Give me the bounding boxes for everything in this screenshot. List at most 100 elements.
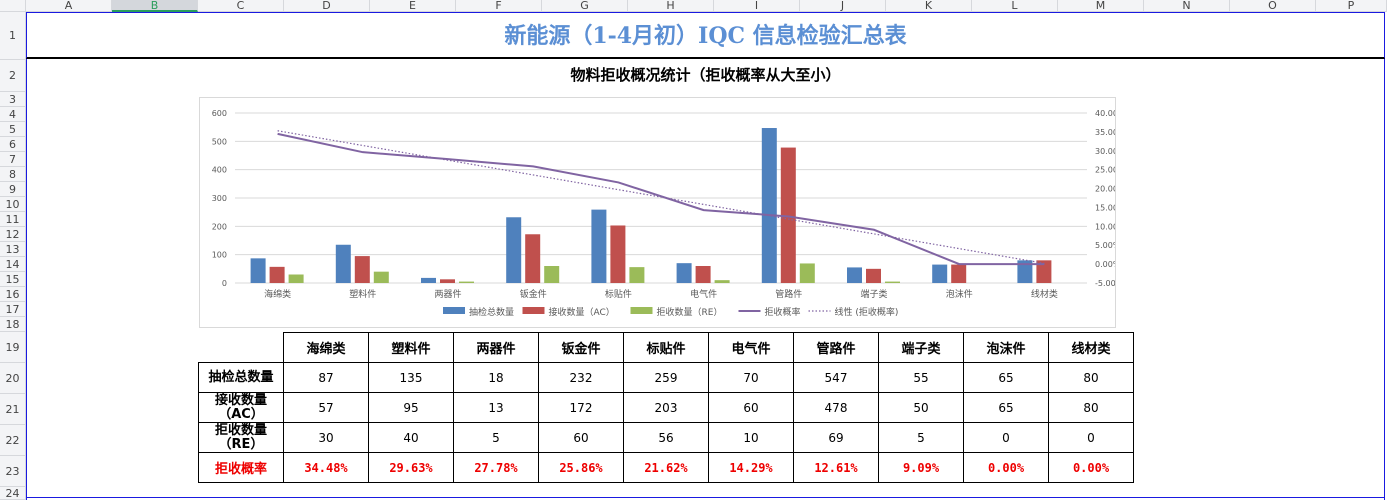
value-cell[interactable]: 21.62% — [623, 452, 709, 483]
value-cell[interactable]: 65 — [963, 362, 1049, 393]
column-header-K[interactable]: K — [886, 0, 972, 12]
value-cell[interactable]: 0 — [963, 422, 1049, 453]
row-header-18[interactable]: 18 — [0, 317, 26, 332]
row-header-15[interactable]: 15 — [0, 272, 26, 287]
value-cell[interactable]: 10 — [708, 422, 794, 453]
column-header-H[interactable]: H — [628, 0, 714, 12]
column-header-cell[interactable]: 泡沫件 — [963, 332, 1049, 363]
chart-subtitle[interactable]: 物料拒收概况统计（拒收概率从大至小） — [570, 66, 841, 84]
value-cell[interactable]: 13 — [453, 392, 539, 423]
value-cell[interactable]: 18 — [453, 362, 539, 393]
row-label-cell[interactable]: 拒收概率 — [198, 452, 284, 483]
value-cell[interactable]: 29.63% — [368, 452, 454, 483]
combo-chart[interactable]: 0 100 200 300 400 500 600 -5.00% 0.00% 5.00% 10.00… — [199, 97, 1126, 328]
empty-cell[interactable] — [199, 333, 284, 363]
row-header-20[interactable]: 20 — [0, 363, 26, 394]
row-header-3[interactable]: 3 — [0, 92, 26, 107]
value-cell[interactable]: 70 — [708, 362, 794, 393]
value-cell[interactable]: 14.29% — [708, 452, 794, 483]
column-header-B[interactable]: B — [112, 0, 198, 12]
row-header-8[interactable]: 8 — [0, 167, 26, 182]
column-header-L[interactable]: L — [972, 0, 1058, 12]
sheet-title[interactable]: 新能源（1-4月初）IQC 信息检验汇总表 — [26, 12, 1385, 59]
column-header-D[interactable]: D — [284, 0, 370, 12]
value-cell[interactable]: 40 — [368, 422, 454, 453]
value-cell[interactable]: 203 — [623, 392, 709, 423]
value-cell[interactable]: 135 — [368, 362, 454, 393]
row-header-7[interactable]: 7 — [0, 152, 26, 167]
value-cell[interactable]: 50 — [878, 392, 964, 423]
column-header-G[interactable]: G — [542, 0, 628, 12]
value-cell[interactable]: 30 — [283, 422, 369, 453]
value-cell[interactable]: 60 — [538, 422, 624, 453]
column-header-J[interactable]: J — [800, 0, 886, 12]
row-header-13[interactable]: 13 — [0, 242, 26, 257]
value-cell[interactable]: 5 — [878, 422, 964, 453]
value-cell[interactable]: 12.61% — [793, 452, 879, 483]
column-header-cell[interactable]: 海绵类 — [283, 332, 369, 363]
value-cell[interactable]: 0.00% — [963, 452, 1049, 483]
column-header-A[interactable]: A — [26, 0, 112, 12]
row-header-14[interactable]: 14 — [0, 257, 26, 272]
column-header-P[interactable]: P — [1316, 0, 1387, 12]
column-header-cell[interactable]: 两器件 — [453, 332, 539, 363]
column-header-cell[interactable]: 标贴件 — [623, 332, 709, 363]
row-header-9[interactable]: 9 — [0, 182, 26, 197]
value-cell[interactable]: 0.00% — [1048, 452, 1134, 483]
value-cell[interactable]: 56 — [623, 422, 709, 453]
column-header-O[interactable]: O — [1230, 0, 1316, 12]
value-cell[interactable]: 259 — [623, 362, 709, 393]
column-header-cell[interactable]: 端子类 — [878, 332, 964, 363]
row-header-2[interactable]: 2 — [0, 60, 26, 92]
column-header-cell[interactable]: 塑料件 — [368, 332, 454, 363]
column-header-cell[interactable]: 线材类 — [1048, 332, 1134, 363]
column-header-F[interactable]: F — [456, 0, 542, 12]
column-header-N[interactable]: N — [1144, 0, 1230, 12]
value-cell[interactable]: 69 — [793, 422, 879, 453]
value-cell[interactable]: 65 — [963, 392, 1049, 423]
value-cell[interactable]: 80 — [1048, 362, 1134, 393]
row-header-16[interactable]: 16 — [0, 287, 26, 302]
select-all-corner[interactable] — [0, 0, 26, 12]
row-header-23[interactable]: 23 — [0, 456, 26, 487]
row-header-22[interactable]: 22 — [0, 425, 26, 456]
value-cell[interactable]: 34.48% — [283, 452, 369, 483]
row-header-24[interactable]: 24 — [0, 487, 26, 500]
value-cell[interactable]: 478 — [793, 392, 879, 423]
row-header-4[interactable]: 4 — [0, 107, 26, 122]
value-cell[interactable]: 60 — [708, 392, 794, 423]
column-header-cell[interactable]: 电气件 — [708, 332, 794, 363]
row-header-6[interactable]: 6 — [0, 137, 26, 152]
row-header-11[interactable]: 11 — [0, 212, 26, 227]
value-cell[interactable]: 57 — [283, 392, 369, 423]
value-cell[interactable]: 80 — [1048, 392, 1134, 423]
value-cell[interactable]: 172 — [538, 392, 624, 423]
value-cell[interactable]: 27.78% — [453, 452, 539, 483]
category-label: 钣金件 — [520, 288, 547, 300]
column-header-E[interactable]: E — [370, 0, 456, 12]
row-header-21[interactable]: 21 — [0, 394, 26, 425]
row-header-10[interactable]: 10 — [0, 197, 26, 212]
row-header-12[interactable]: 12 — [0, 227, 26, 242]
row-label-cell[interactable]: 抽检总数量 — [198, 362, 284, 393]
value-cell[interactable]: 232 — [538, 362, 624, 393]
row-header-5[interactable]: 5 — [0, 122, 26, 137]
value-cell[interactable]: 25.86% — [538, 452, 624, 483]
value-cell[interactable]: 547 — [793, 362, 879, 393]
value-cell[interactable]: 9.09% — [878, 452, 964, 483]
column-header-cell[interactable]: 管路件 — [793, 332, 879, 363]
column-header-M[interactable]: M — [1058, 0, 1144, 12]
value-cell[interactable]: 95 — [368, 392, 454, 423]
row-header-17[interactable]: 17 — [0, 302, 26, 317]
row-label-cell[interactable]: 拒收数量 （RE） — [198, 422, 284, 453]
row-header-1[interactable]: 1 — [0, 12, 26, 60]
column-header-C[interactable]: C — [198, 0, 284, 12]
column-header-cell[interactable]: 钣金件 — [538, 332, 624, 363]
value-cell[interactable]: 55 — [878, 362, 964, 393]
value-cell[interactable]: 0 — [1048, 422, 1134, 453]
row-header-19[interactable]: 19 — [0, 332, 26, 363]
row-label-cell[interactable]: 接收数量 （AC） — [198, 392, 284, 423]
value-cell[interactable]: 5 — [453, 422, 539, 453]
column-header-I[interactable]: I — [714, 0, 800, 12]
value-cell[interactable]: 87 — [283, 362, 369, 393]
